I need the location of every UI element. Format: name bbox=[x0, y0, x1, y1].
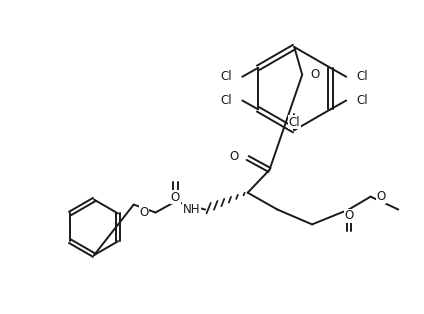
Text: Cl: Cl bbox=[288, 116, 300, 129]
Text: O: O bbox=[310, 68, 319, 81]
Text: O: O bbox=[139, 206, 148, 219]
Text: O: O bbox=[344, 209, 354, 222]
Text: O: O bbox=[171, 191, 180, 204]
Text: Cl: Cl bbox=[221, 94, 232, 107]
Text: NH: NH bbox=[183, 203, 200, 216]
Text: Cl: Cl bbox=[221, 70, 232, 83]
Text: O: O bbox=[377, 190, 386, 203]
Text: O: O bbox=[229, 149, 239, 163]
Text: Cl: Cl bbox=[356, 94, 368, 107]
Text: Cl: Cl bbox=[356, 70, 368, 83]
